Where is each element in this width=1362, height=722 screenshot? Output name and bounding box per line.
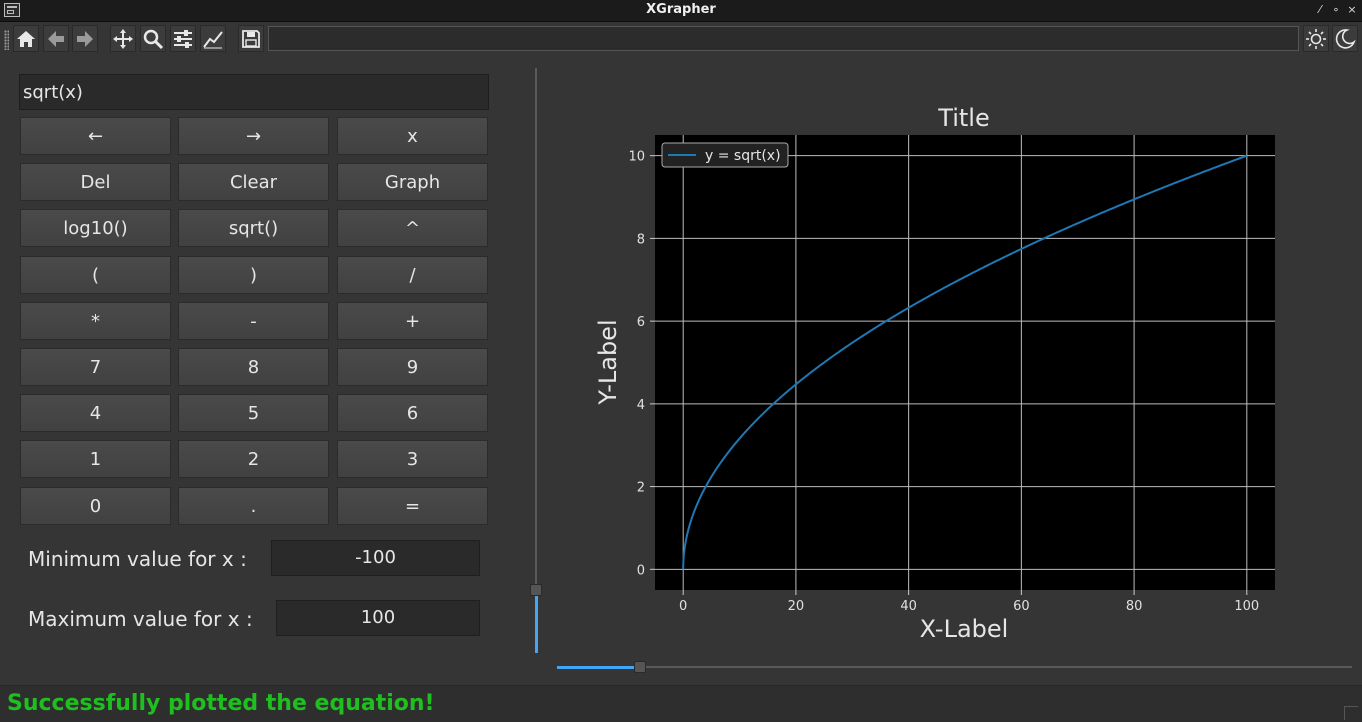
key-button[interactable]: sqrt() <box>178 209 329 247</box>
key-button[interactable]: 9 <box>337 348 488 386</box>
x-axis-label: X-Label <box>920 615 1009 643</box>
save-button[interactable] <box>238 25 264 52</box>
key-button[interactable]: 2 <box>178 440 329 478</box>
light-theme-icon <box>1306 28 1326 49</box>
key-button[interactable]: / <box>337 256 488 294</box>
x-tick-label: 80 <box>1126 599 1143 614</box>
pan-icon <box>113 28 133 49</box>
dark-theme-button[interactable] <box>1332 25 1358 52</box>
close-icon[interactable]: × <box>1347 3 1357 16</box>
vertical-slider-track[interactable] <box>535 68 537 653</box>
forward-button[interactable] <box>72 25 98 52</box>
chart-title: Title <box>937 104 989 132</box>
key-button[interactable]: 6 <box>337 394 488 432</box>
key-button[interactable]: * <box>20 302 171 340</box>
y-tick-label: 10 <box>628 150 645 165</box>
expression-input[interactable]: sqrt(x) <box>19 74 489 110</box>
key-button[interactable]: 7 <box>20 348 171 386</box>
x-tick-label: 20 <box>788 599 805 614</box>
back-button[interactable] <box>43 25 69 52</box>
home-button[interactable] <box>13 25 39 52</box>
key-button[interactable]: = <box>337 487 488 525</box>
key-button[interactable]: x <box>337 117 488 155</box>
key-button[interactable]: 8 <box>178 348 329 386</box>
key-button[interactable]: log10() <box>20 209 171 247</box>
x-tick-label: 0 <box>679 599 687 614</box>
key-button[interactable]: 5 <box>178 394 329 432</box>
zoom-icon <box>143 29 164 49</box>
horizontal-slider-handle[interactable] <box>634 661 646 673</box>
axis-ticks: 0 20 40 60 80 100 0 2 4 6 8 10 <box>628 150 1259 614</box>
vertical-slider-fill <box>535 595 538 653</box>
key-button[interactable]: → <box>178 117 329 155</box>
window-title: XGrapher <box>646 2 716 17</box>
plot-canvas[interactable]: Title 0 20 40 60 80 100 0 2 4 6 8 10 y = sqrt(x) X-… <box>555 70 1355 650</box>
forward-arrow-icon <box>77 30 93 47</box>
key-button[interactable]: Del <box>20 163 171 201</box>
y-tick-label: 8 <box>637 232 645 247</box>
key-button[interactable]: ( <box>20 256 171 294</box>
max-x-label: Maximum value for x : <box>28 607 253 631</box>
status-message: Successfully plotted the equation! <box>7 691 435 716</box>
series-line-sqrt <box>682 154 1248 570</box>
maximize-icon[interactable]: ∘ <box>1332 3 1340 16</box>
vertical-slider-handle[interactable] <box>530 584 542 596</box>
x-tick-label: 60 <box>1013 599 1030 614</box>
key-button[interactable]: 3 <box>337 440 488 478</box>
toolbar <box>0 22 1362 57</box>
horizontal-slider-fill <box>557 666 641 669</box>
min-x-input[interactable]: -100 <box>271 540 480 576</box>
key-button[interactable]: Clear <box>178 163 329 201</box>
toolbar-grip[interactable] <box>4 30 9 50</box>
app-icon[interactable] <box>4 3 20 17</box>
key-button[interactable]: ^ <box>337 209 488 247</box>
y-tick-label: 2 <box>637 481 645 496</box>
customize-button[interactable] <box>200 25 226 52</box>
subplots-config-icon <box>174 29 192 48</box>
key-button[interactable]: 1 <box>20 440 171 478</box>
axes-customize-icon <box>203 30 223 48</box>
y-tick-label: 0 <box>637 563 645 578</box>
legend-entry: y = sqrt(x) <box>705 148 781 164</box>
pan-button[interactable] <box>110 25 136 52</box>
coordinate-display <box>268 26 1299 51</box>
home-icon <box>17 30 35 47</box>
key-button[interactable]: ← <box>20 117 171 155</box>
max-x-input[interactable]: 100 <box>276 600 480 636</box>
y-axis-label: Y-Label <box>594 319 622 405</box>
light-theme-button[interactable] <box>1303 25 1329 52</box>
plot-area[interactable] <box>655 135 1275 590</box>
key-button[interactable]: Graph <box>337 163 488 201</box>
key-button[interactable]: . <box>178 487 329 525</box>
min-x-label: Minimum value for x : <box>28 547 247 571</box>
key-button[interactable]: 4 <box>20 394 171 432</box>
subplots-button[interactable] <box>170 25 196 52</box>
y-tick-label: 4 <box>637 398 645 413</box>
resize-grip[interactable] <box>1344 706 1358 720</box>
x-tick-label: 100 <box>1234 599 1259 614</box>
back-arrow-icon <box>48 30 64 47</box>
key-button[interactable]: ) <box>178 256 329 294</box>
key-button[interactable]: - <box>178 302 329 340</box>
zoom-button[interactable] <box>140 25 166 52</box>
horizontal-slider-track[interactable] <box>557 666 1352 668</box>
key-button[interactable]: + <box>337 302 488 340</box>
title-bar: XGrapher ⁄ ∘ × <box>0 0 1362 22</box>
minimize-icon[interactable]: ⁄ <box>1319 3 1321 16</box>
x-tick-label: 40 <box>900 599 917 614</box>
legend: y = sqrt(x) <box>661 142 789 168</box>
y-tick-label: 6 <box>637 315 645 330</box>
status-bar: Successfully plotted the equation! <box>0 685 1362 722</box>
save-icon <box>242 29 260 48</box>
key-button[interactable]: 0 <box>20 487 171 525</box>
dark-theme-icon <box>1335 28 1356 49</box>
